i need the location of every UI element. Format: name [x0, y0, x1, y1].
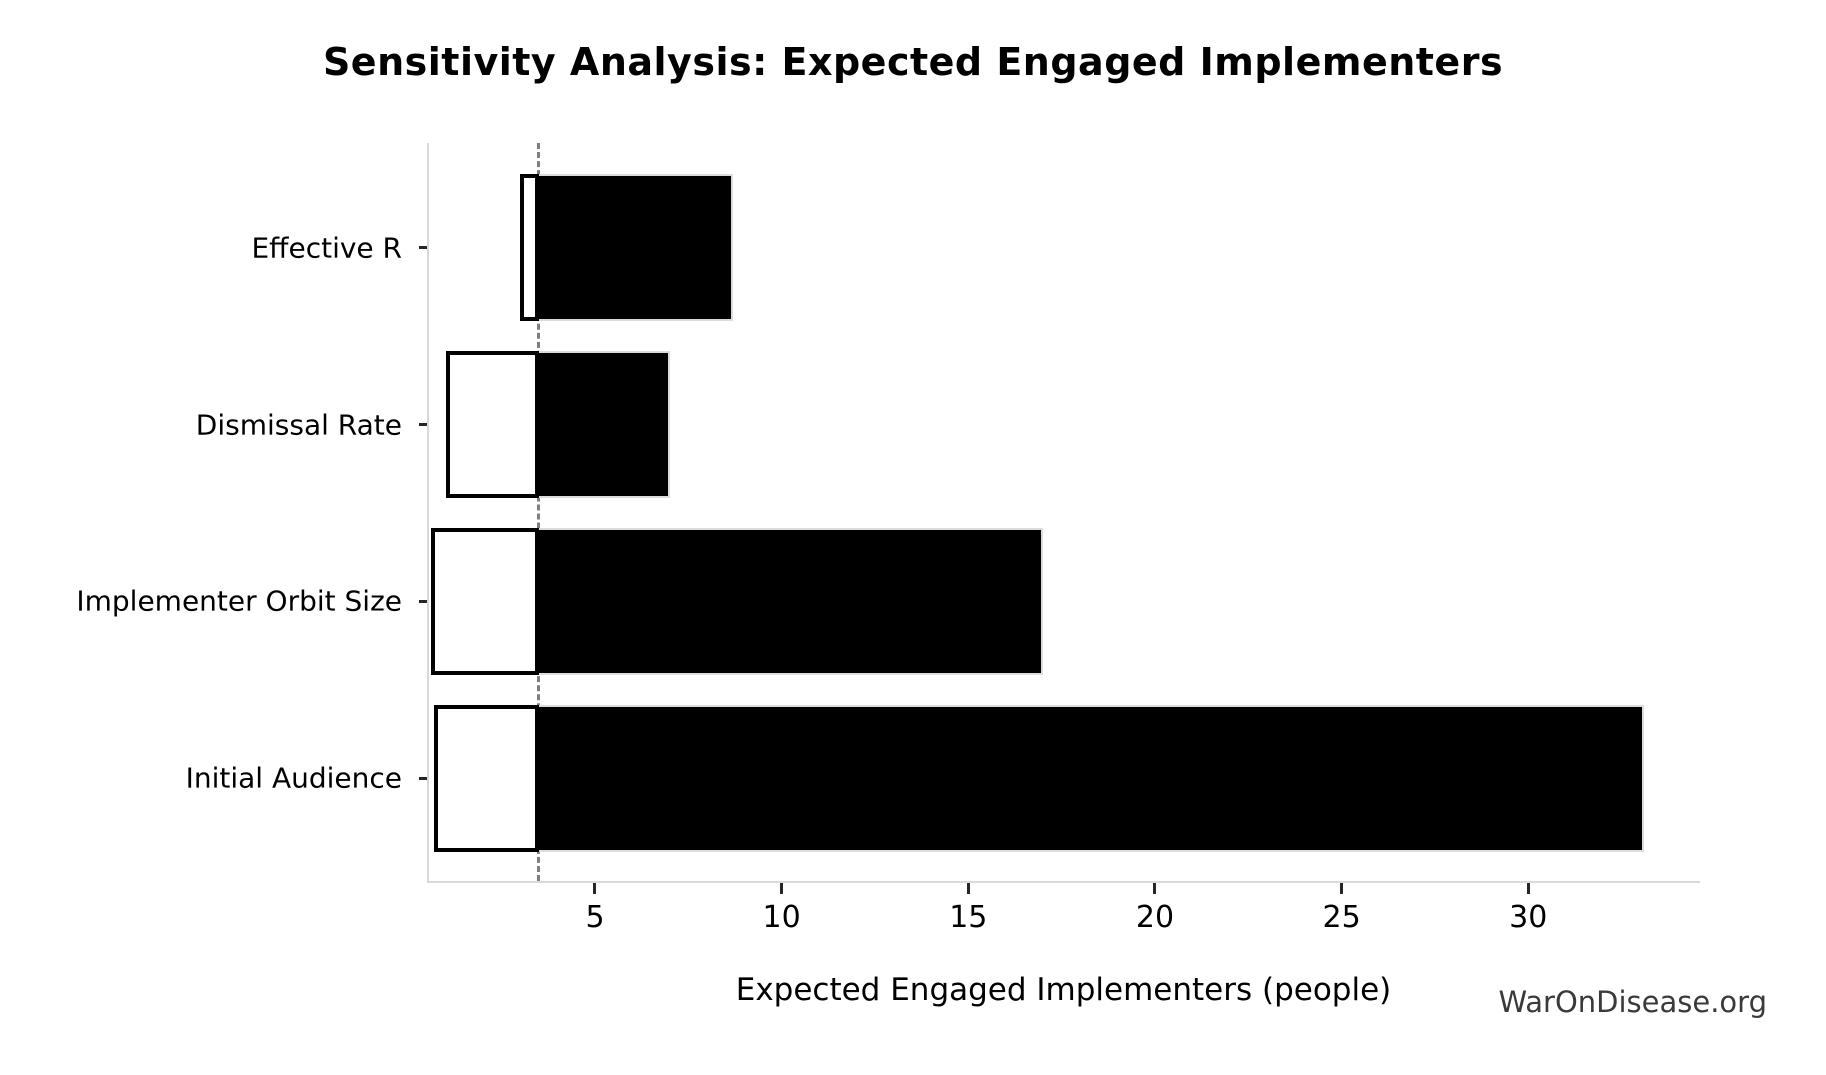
- y-tick-label: Effective R: [251, 231, 402, 265]
- chart-title: Sensitivity Analysis: Expected Engaged I…: [322, 40, 1504, 84]
- y-axis-spine: [427, 143, 429, 881]
- bar-high-segment: [538, 351, 670, 499]
- bar-high-segment: [538, 527, 1043, 675]
- x-tick-label: 5: [585, 900, 605, 935]
- x-tick-mark: [593, 883, 597, 894]
- y-tick-label: Implementer Orbit Size: [76, 584, 402, 618]
- bar-low-segment: [430, 527, 539, 675]
- baseline-line: [537, 143, 541, 881]
- x-tick-mark: [1340, 883, 1344, 894]
- y-tick-mark: [419, 599, 427, 603]
- y-tick-mark: [419, 776, 427, 780]
- y-tick-label: Initial Audience: [185, 761, 402, 795]
- x-tick-label: 15: [949, 900, 988, 935]
- y-tick-mark: [419, 423, 427, 427]
- x-tick-label: 30: [1509, 900, 1548, 935]
- x-tick-mark: [966, 883, 970, 894]
- bar-high-segment: [538, 704, 1644, 852]
- bar-low-segment: [445, 351, 539, 499]
- bar-low-segment: [520, 174, 539, 322]
- y-tick-mark: [419, 246, 427, 250]
- bar-low-segment: [434, 704, 539, 852]
- x-axis-label: Expected Engaged Implementers (people): [735, 972, 1392, 1008]
- x-tick-label: 20: [1135, 900, 1175, 935]
- bar-high-segment: [538, 174, 734, 322]
- watermark-text: WarOnDisease.org: [1498, 985, 1767, 1019]
- x-axis-spine: [427, 881, 1700, 883]
- x-tick-label: 10: [762, 900, 801, 935]
- x-tick-mark: [780, 883, 784, 894]
- x-tick-mark: [1526, 883, 1530, 894]
- x-tick-mark: [1153, 883, 1157, 894]
- y-tick-label: Dismissal Rate: [195, 408, 402, 442]
- x-tick-label: 25: [1322, 900, 1361, 935]
